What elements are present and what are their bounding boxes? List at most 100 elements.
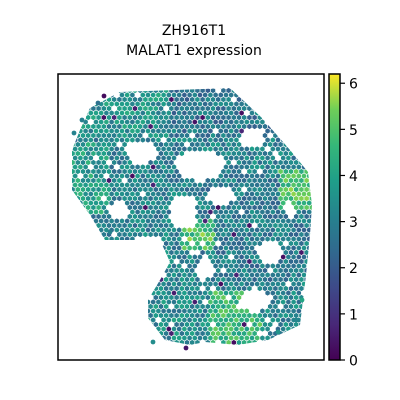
- expression-spot: [176, 146, 182, 152]
- expression-spot: [117, 150, 122, 157]
- expression-spot: [161, 146, 166, 152]
- expression-spot: [202, 101, 208, 107]
- expression-spot: [106, 285, 112, 292]
- expression-spot: [182, 128, 187, 134]
- expression-spot: [80, 231, 86, 238]
- expression-spot: [210, 222, 216, 229]
- expression-spot: [270, 182, 276, 188]
- expression-spot: [208, 110, 213, 116]
- expression-spot: [257, 105, 263, 112]
- expression-spot: [301, 218, 307, 224]
- expression-spot: [223, 281, 229, 287]
- expression-spot: [72, 258, 75, 265]
- expression-spot: [72, 330, 75, 337]
- expression-spot: [273, 123, 278, 130]
- expression-spot: [270, 344, 276, 345]
- expression-spot: [218, 173, 224, 179]
- expression-spot: [109, 344, 114, 345]
- expression-spot: [109, 110, 114, 116]
- expression-spot: [130, 182, 135, 188]
- expression-spot: [114, 290, 120, 296]
- expression-spot: [104, 317, 109, 323]
- expression-spot: [195, 141, 200, 148]
- expression-spot: [83, 227, 88, 233]
- expression-spot: [96, 186, 101, 193]
- expression-spot: [78, 236, 83, 242]
- expression-spot: [148, 276, 153, 283]
- expression-spot: [312, 173, 317, 178]
- expression-spot: [161, 155, 166, 161]
- expression-spot: [301, 245, 307, 251]
- expression-spot: [218, 218, 224, 224]
- expression-spot: [228, 209, 234, 215]
- expression-spot: [293, 114, 299, 121]
- expression-spot: [153, 321, 159, 328]
- expression-spot: [145, 326, 151, 332]
- expression-spot: [124, 191, 130, 197]
- expression-spot: [293, 105, 299, 112]
- expression-spot: [78, 218, 83, 224]
- expression-spot: [127, 204, 133, 211]
- expression-spot: [228, 317, 234, 323]
- expression-spot: [85, 96, 91, 103]
- expression-spot: [124, 101, 130, 107]
- expression-spot: [91, 186, 96, 193]
- expression-spot: [119, 191, 125, 197]
- expression-spot: [239, 119, 244, 125]
- expression-spot: [205, 204, 211, 211]
- expression-spot: [241, 231, 247, 238]
- expression-spot: [127, 132, 133, 139]
- expression-spot: [247, 177, 252, 184]
- expression-spot: [197, 119, 203, 125]
- expression-spot: [119, 88, 125, 89]
- expression-spot: [260, 308, 265, 314]
- expression-spot: [72, 182, 73, 188]
- expression-spot: [83, 236, 88, 242]
- expression-spot: [104, 236, 109, 242]
- expression-spot: [127, 231, 133, 238]
- expression-spot: [192, 344, 198, 345]
- expression-spot: [296, 335, 302, 341]
- expression-spot: [150, 182, 156, 188]
- expression-spot: [309, 105, 312, 112]
- expression-spot: [195, 114, 200, 121]
- expression-spot: [171, 146, 177, 152]
- expression-spot: [114, 308, 120, 314]
- expression-spot: [234, 182, 239, 188]
- expression-spot: [153, 114, 159, 121]
- expression-spot: [280, 245, 286, 251]
- expression-spot: [236, 114, 242, 121]
- expression-spot: [283, 267, 289, 274]
- expression-spot: [265, 155, 270, 161]
- expression-spot: [127, 186, 133, 193]
- expression-spot: [88, 227, 94, 233]
- expression-spot: [111, 285, 117, 292]
- expression-spot: [117, 249, 122, 256]
- expression-spot: [111, 177, 117, 184]
- expression-spot: [153, 285, 159, 292]
- expression-spot: [291, 308, 296, 314]
- expression-spot: [148, 267, 153, 274]
- expression-spot: [106, 195, 112, 202]
- expression-spot: [140, 290, 146, 296]
- expression-spot: [137, 285, 143, 292]
- expression-spot: [83, 245, 88, 251]
- expression-spot: [288, 168, 294, 175]
- expression-spot: [299, 123, 304, 130]
- expression-spot: [104, 281, 109, 287]
- expression-spot: [247, 186, 252, 193]
- expression-spot: [293, 258, 299, 265]
- expression-spot: [96, 312, 101, 319]
- expression-spot: [226, 231, 231, 238]
- expression-spot: [111, 141, 117, 148]
- expression-spot: [72, 146, 78, 152]
- expression-spot: [119, 344, 125, 345]
- expression-spot: [309, 294, 312, 301]
- expression-spot: [93, 254, 99, 260]
- expression-spot: [135, 263, 140, 269]
- expression-spot: [158, 285, 164, 292]
- expression-spot: [119, 326, 125, 332]
- expression-spot: [278, 339, 283, 345]
- expression-spot: [148, 132, 153, 139]
- expression-spot: [228, 119, 234, 125]
